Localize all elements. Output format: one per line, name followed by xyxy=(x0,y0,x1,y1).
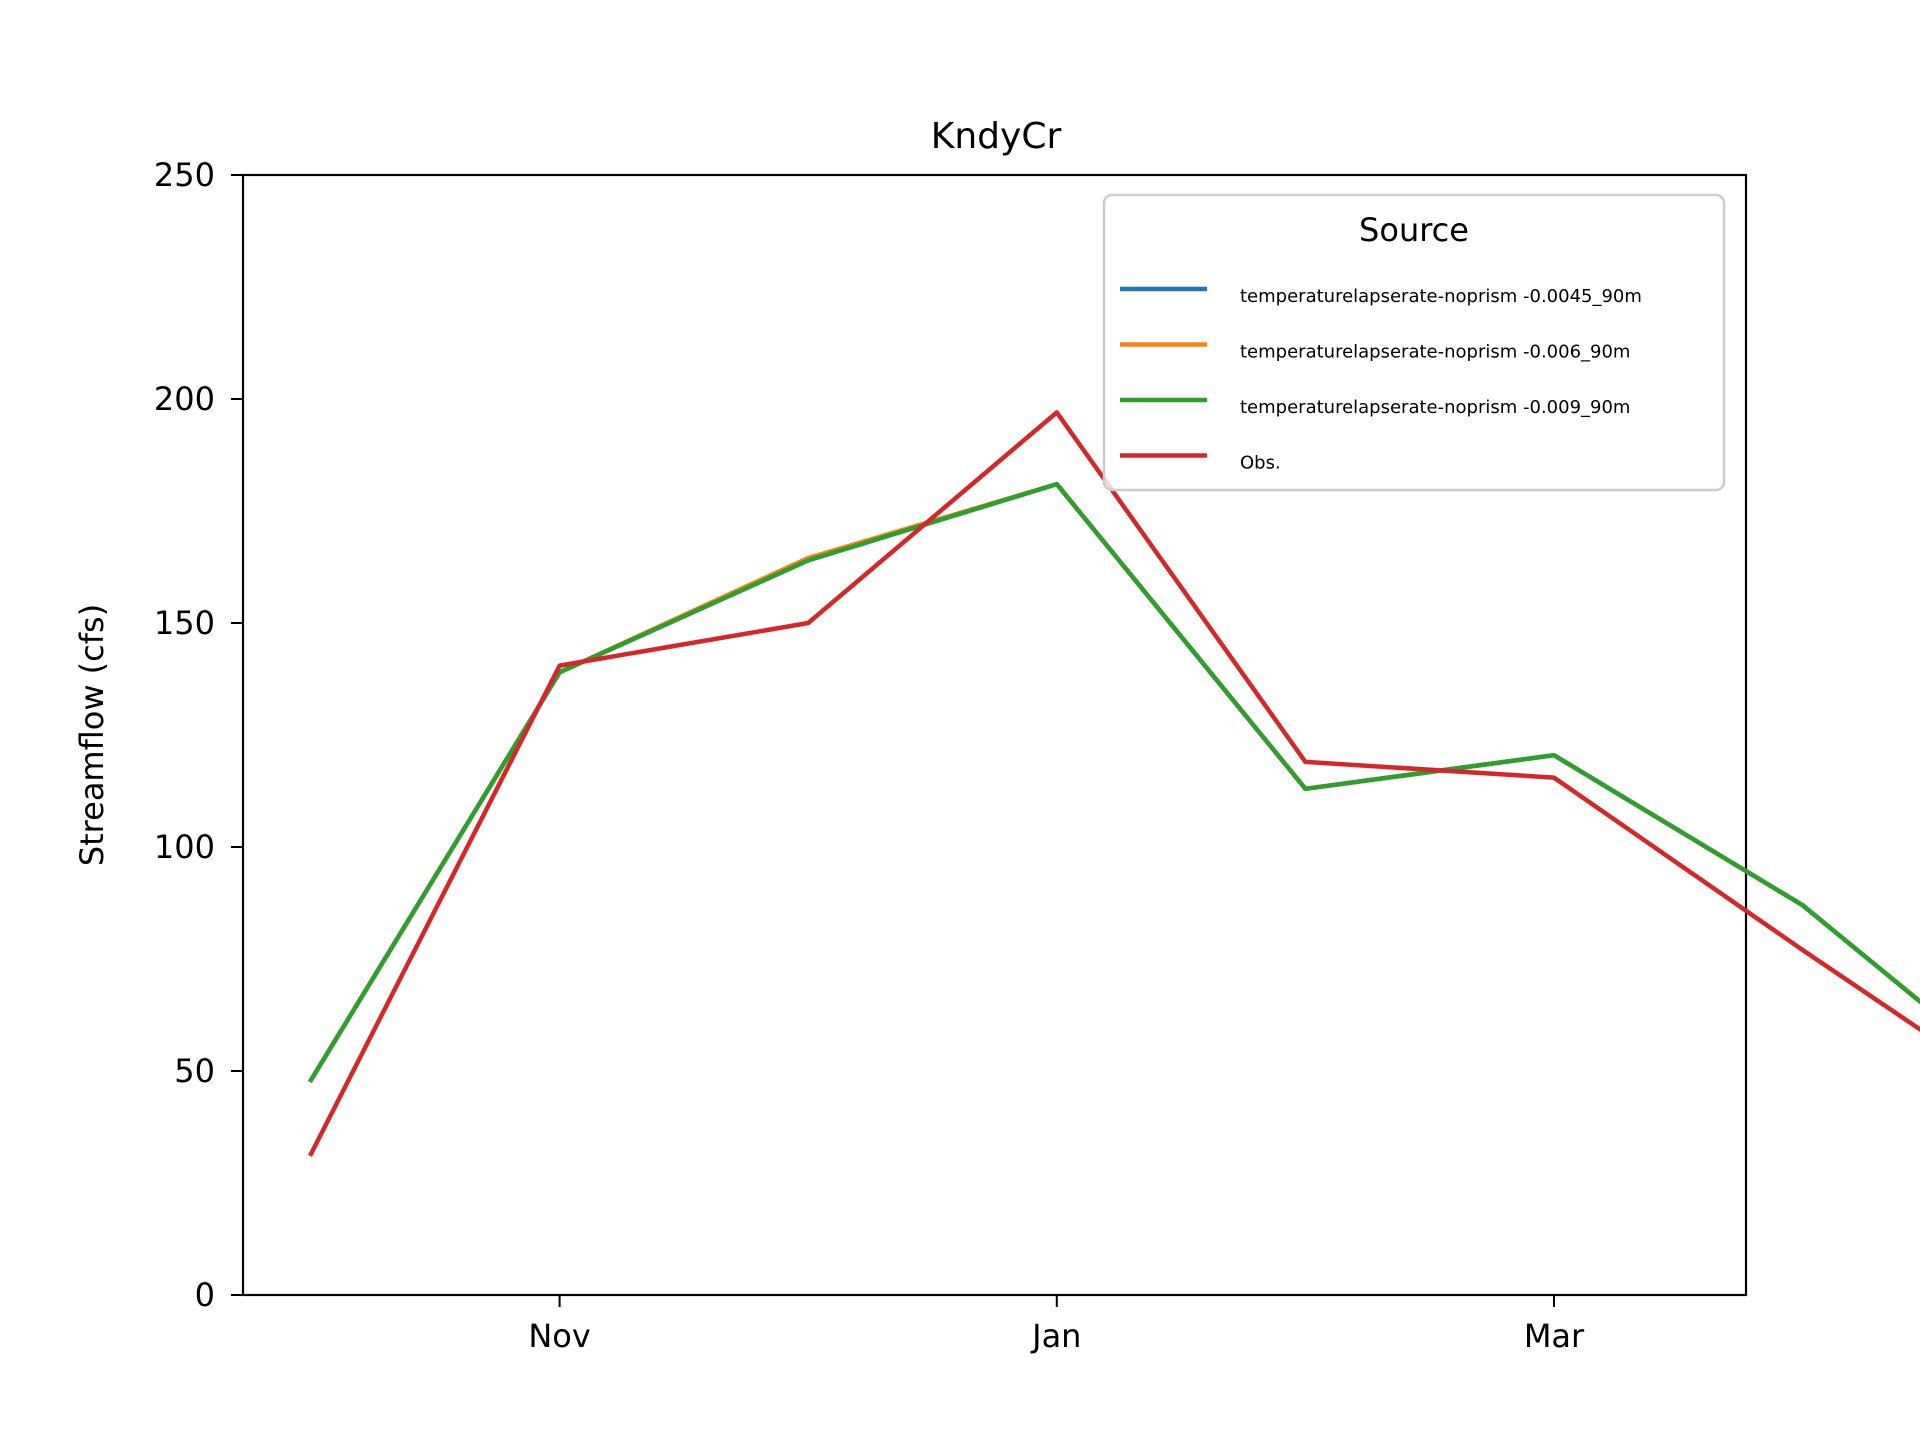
legend-box xyxy=(1102,193,1726,492)
series-line-2 xyxy=(307,481,1920,1084)
x-tick-label: Mar xyxy=(1524,1317,1585,1355)
series-lines xyxy=(307,410,1920,1157)
axes-frame xyxy=(241,173,1748,1297)
legend-entries: temperaturelapserate-noprism -0.0045_90m… xyxy=(1120,286,1642,474)
legend-label-3: temperaturelapserate-noprism -0.009_90m xyxy=(1240,397,1630,418)
y-tick-label: 50 xyxy=(174,1052,215,1090)
y-tick-label: 0 xyxy=(195,1276,215,1314)
legend-title: Source xyxy=(1359,211,1469,249)
y-axis-label: Streamflow (cfs) xyxy=(73,604,111,866)
x-tick-label: Nov xyxy=(528,1317,590,1355)
x-axis-ticks: NovJanMarMayJulSep xyxy=(528,1295,1585,1355)
plot-area-border xyxy=(241,173,1748,1297)
legend: Source temperaturelapserate-noprism -0.0… xyxy=(1102,193,1726,492)
legend-label-4: Obs. xyxy=(1240,453,1281,474)
series-line-1 xyxy=(307,481,1920,1084)
y-tick-label: 250 xyxy=(154,156,215,194)
legend-label-1: temperaturelapserate-noprism -0.0045_90m xyxy=(1240,286,1642,307)
legend-label-2: temperaturelapserate-noprism -0.006_90m xyxy=(1240,342,1630,363)
y-tick-label: 200 xyxy=(154,380,215,418)
chart-title: KndyCr xyxy=(931,116,1062,157)
series-line-3 xyxy=(307,481,1920,1084)
y-axis-ticks: 0 50 100 150 200 250 xyxy=(154,156,243,1314)
x-tick-label: Jan xyxy=(1030,1317,1081,1355)
y-tick-label: 100 xyxy=(154,828,215,866)
series-line-4 xyxy=(307,410,1920,1157)
y-tick-label: 150 xyxy=(154,604,215,642)
